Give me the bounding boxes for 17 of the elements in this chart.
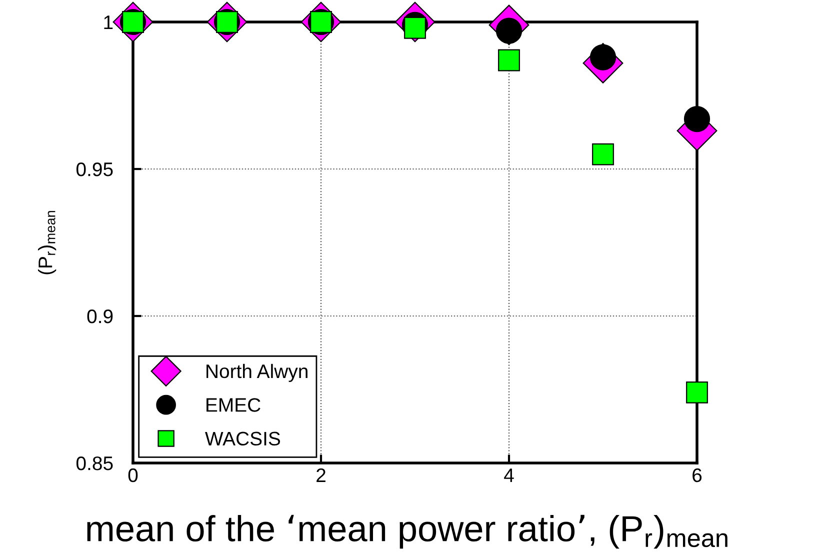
legend-label: WACSIS	[205, 432, 280, 446]
x-tick-label: 2	[316, 468, 326, 482]
text: mean of the ‘mean power ratio’, (P$_{r}$)$_{mean}$	[87, 514, 728, 549]
point	[686, 381, 708, 404]
legend-label: North Alwyn	[206, 364, 308, 382]
point	[684, 106, 710, 132]
y-axis-title: (P$_{r}$)$_{mean}$	[38, 210, 56, 274]
y-tick-label: 0.95	[76, 162, 113, 176]
point	[498, 49, 520, 72]
x-tick-label: 4	[504, 468, 514, 482]
legend-label: EMEC	[206, 398, 260, 412]
point	[592, 143, 614, 166]
y-tick-label: 0.9	[87, 309, 113, 324]
y-tick-label: 0.85	[76, 456, 113, 470]
x-tick-label: 6	[692, 468, 702, 482]
x-tick-label: 0	[128, 468, 138, 482]
y-tick-label: 1	[104, 16, 113, 30]
